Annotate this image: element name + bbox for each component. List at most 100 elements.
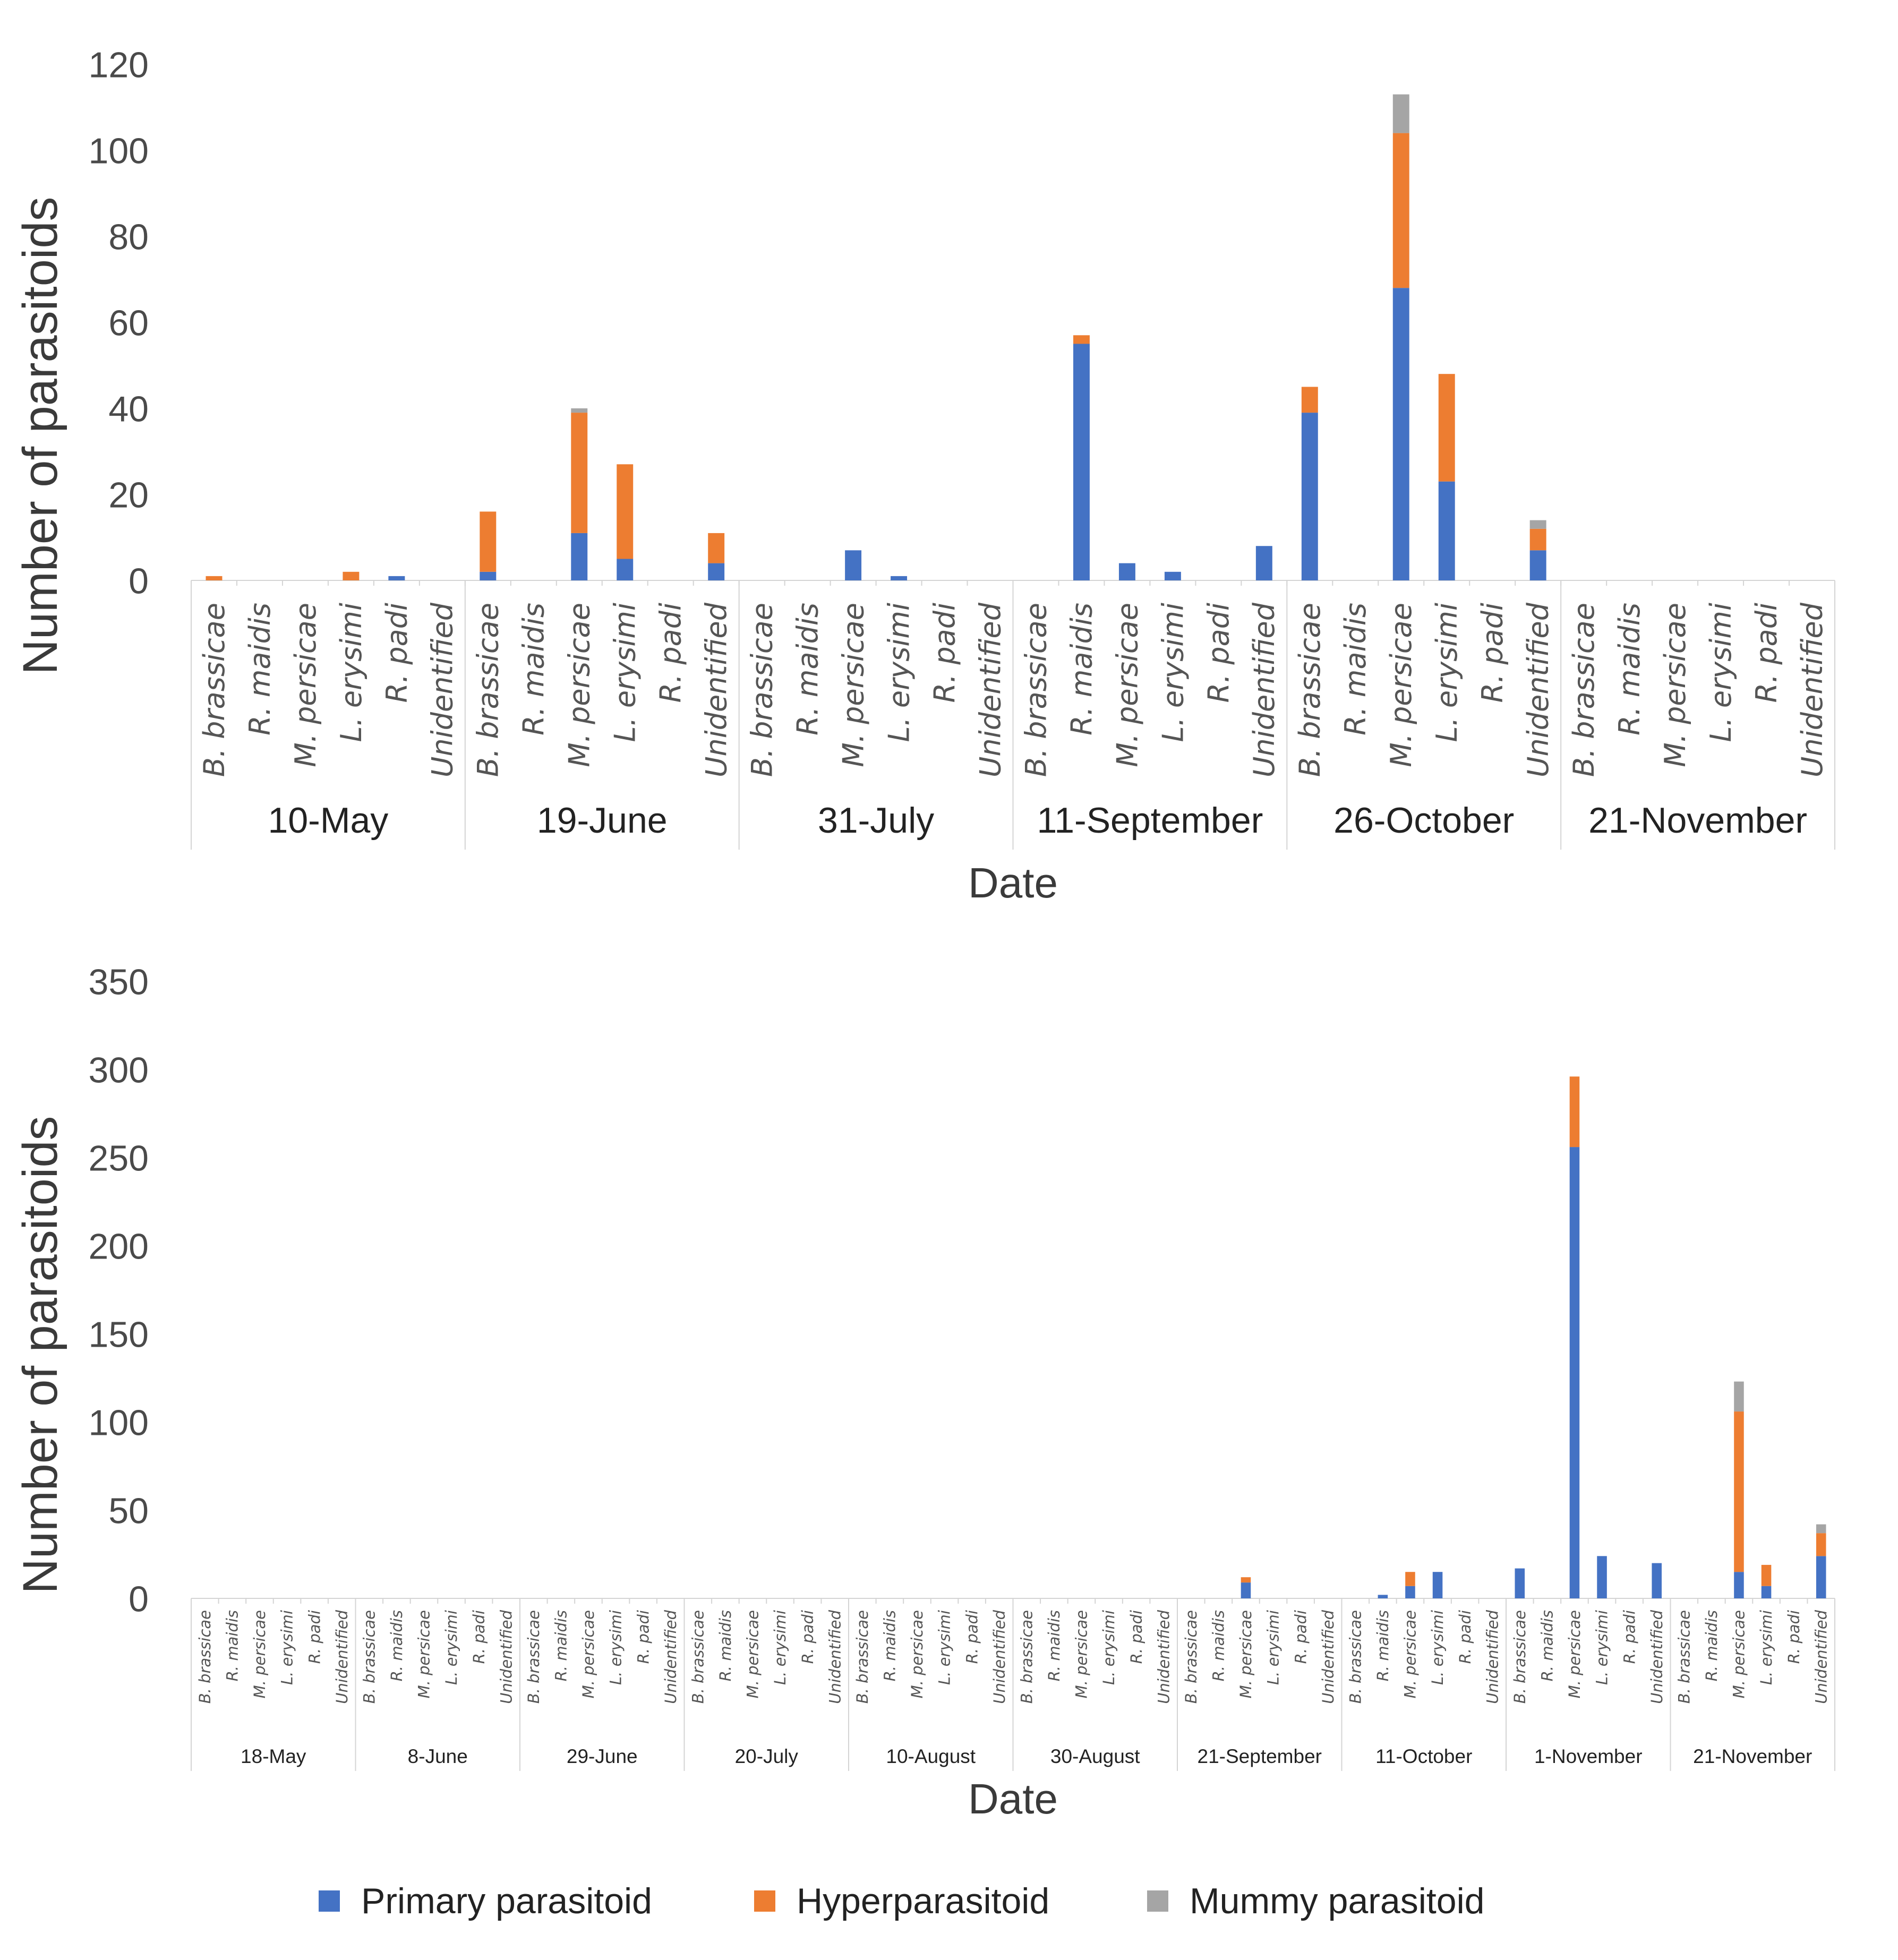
chart2-category-label: M. persicae (1073, 1610, 1091, 1698)
chart1-category-label: R. padi (380, 603, 414, 703)
chart2-category-label: L. erysimi (936, 1610, 954, 1685)
chart2-category-label: L. erysimi (771, 1610, 789, 1685)
chart1-category-label: R. padi (654, 603, 688, 703)
chart1-bar-segment (1392, 288, 1409, 580)
chart2-category-label: R. padi (470, 1610, 488, 1664)
legend: Primary parasitoid Hyperparasitoid Mummy… (0, 1869, 1898, 1933)
chart1-category-label: B. brassicae (472, 603, 505, 777)
chart2-category-label: M. persicae (1730, 1610, 1748, 1698)
parasitoid-charts: 0 20 40 60 80 100 120 B. brassicae R. maidis M. p… (13, 45, 1835, 1822)
chart1-category-label: Unidentified (973, 602, 1007, 777)
legend-label-mummy: Mummy parasitoid (1190, 1881, 1485, 1921)
chart2-group-label: 20-July (735, 1745, 799, 1767)
chart2-category-label: R. maidis (1210, 1610, 1228, 1681)
chart2-category-label: R. maidis (1374, 1610, 1392, 1681)
chart1-bar-segment (571, 533, 588, 580)
chart1-bar-segment (1529, 520, 1546, 529)
chart2-category-label: Unidentified (497, 1610, 515, 1704)
chart2-category-label: Unidentified (1483, 1610, 1501, 1704)
chart2-category-label: R. maidis (1538, 1610, 1557, 1681)
legend-swatch-hyper (754, 1890, 775, 1912)
chart2-category-label: R. maidis (881, 1610, 899, 1681)
chart1-category-label: Unidentified (1796, 602, 1829, 777)
chart2-bar-segment (1816, 1533, 1826, 1556)
chart2-category-label: B. brassicae (689, 1610, 707, 1704)
chart1-category-label: R. maidis (517, 603, 551, 735)
chart1-bar-segment (343, 571, 360, 580)
chart2-category-label: M. persicae (908, 1610, 926, 1698)
legend-item-hyper: Hyperparasitoid (754, 1881, 1049, 1921)
chart2-category-label: B. brassicae (853, 1610, 871, 1704)
chart1-category-label: M. persicae (289, 603, 322, 767)
chart2-category-label: R. padi (963, 1610, 981, 1664)
chart2-category-label: L. erysimi (607, 1610, 625, 1685)
chart1-bar-segment (617, 464, 634, 559)
chart2-category-label: R. maidis (388, 1610, 406, 1681)
chart1-category-label: L. erysimi (335, 603, 368, 742)
chart1-bar-segment (845, 550, 862, 580)
legend-swatch-primary (319, 1890, 340, 1912)
chart1-category-label: R. maidis (791, 603, 825, 735)
chart2-category-label: R. maidis (716, 1610, 734, 1681)
chart1-y-axis-title: Number of parasitoids (13, 197, 67, 675)
chart2-bar-segment (1816, 1524, 1826, 1534)
chart1-bar-segment (708, 563, 725, 580)
chart2-category-label: Unidentified (333, 1610, 351, 1704)
chart2-category-label: Unidentified (1812, 1610, 1830, 1704)
chart1-bar-segment (891, 576, 908, 580)
chart2-group-label: 21-November (1693, 1745, 1812, 1767)
chart2-category-label: M. persicae (744, 1610, 762, 1698)
chart2-bar-segment (1515, 1568, 1525, 1598)
chart2-bar-segment (1569, 1147, 1580, 1598)
chart1-category-label: M. persicae (563, 603, 596, 767)
chart2-category-label: L. erysimi (1593, 1610, 1611, 1685)
chart2-category-label: R. padi (634, 1610, 652, 1664)
chart1-group-label: 10-May (268, 800, 389, 841)
chart1-x-axis-title: Date (968, 859, 1058, 906)
chart2-y-tick-label: 250 (89, 1138, 149, 1178)
chart1-bar-segment (1438, 481, 1455, 580)
chart2-bar-segment (1432, 1572, 1443, 1598)
chart1-category-label: B. brassicae (1293, 603, 1327, 777)
chart1-y-tick-label: 0 (129, 561, 149, 601)
chart1-category-label: B. brassicae (746, 603, 779, 777)
chart2-group-label: 30-August (1050, 1745, 1140, 1767)
chart1-bar-segment (708, 533, 725, 563)
chart2-category-label: R. maidis (1045, 1610, 1063, 1681)
chart1-y-tick-label: 80 (108, 217, 149, 257)
chart1-group-label: 21-November (1588, 800, 1807, 841)
chart2-category-label: R. padi (1456, 1610, 1474, 1664)
chart2-category-label: R. padi (1292, 1610, 1310, 1664)
chart1-category-label: M. persicae (836, 603, 870, 767)
chart1-category-label: R. maidis (1613, 603, 1646, 735)
chart1-y-tick-label: 40 (108, 389, 149, 429)
chart1-y-tick-label: 60 (108, 303, 149, 343)
chart2-bar-segment (1734, 1411, 1744, 1572)
chart2-y-tick-label: 50 (108, 1491, 149, 1531)
chart2-x-axis-title: Date (968, 1775, 1058, 1822)
chart1-group-label: 11-September (1037, 800, 1263, 841)
chart2-category-label: M. persicae (1401, 1610, 1420, 1698)
chart2-group-label: 1-November (1534, 1745, 1643, 1767)
chart2-group-label: 11-October (1375, 1745, 1472, 1767)
chart2-category-label: B. brassicae (1346, 1610, 1364, 1704)
chart1-bar-segment (1073, 335, 1090, 344)
chart2-category-label: L. erysimi (1757, 1610, 1775, 1685)
chart1-bar-segment (206, 576, 223, 580)
chart1-group-label: 26-October (1333, 800, 1514, 841)
chart2-category-label: Unidentified (826, 1610, 844, 1704)
chart2-category-label: R. padi (799, 1610, 817, 1664)
chart2-category-label: L. erysimi (278, 1610, 296, 1685)
chart1-category-label: R. padi (1750, 603, 1783, 703)
chart1-category-label: Unidentified (426, 602, 459, 777)
chart2-category-label: R. padi (1620, 1610, 1638, 1664)
chart2-category-label: R. padi (1785, 1610, 1803, 1664)
chart1-bar-segment (1392, 133, 1409, 288)
chart1-category-label: L. erysimi (609, 603, 642, 742)
chart1-category-label: B. brassicae (1019, 603, 1053, 777)
chart2-category-label: Unidentified (1648, 1610, 1666, 1704)
chart1-category-label: Unidentified (700, 602, 733, 777)
chart2-group-label: 29-June (567, 1745, 638, 1767)
chart1-y-tick-label: 120 (89, 45, 149, 85)
chart1-bar-segment (1118, 563, 1135, 580)
